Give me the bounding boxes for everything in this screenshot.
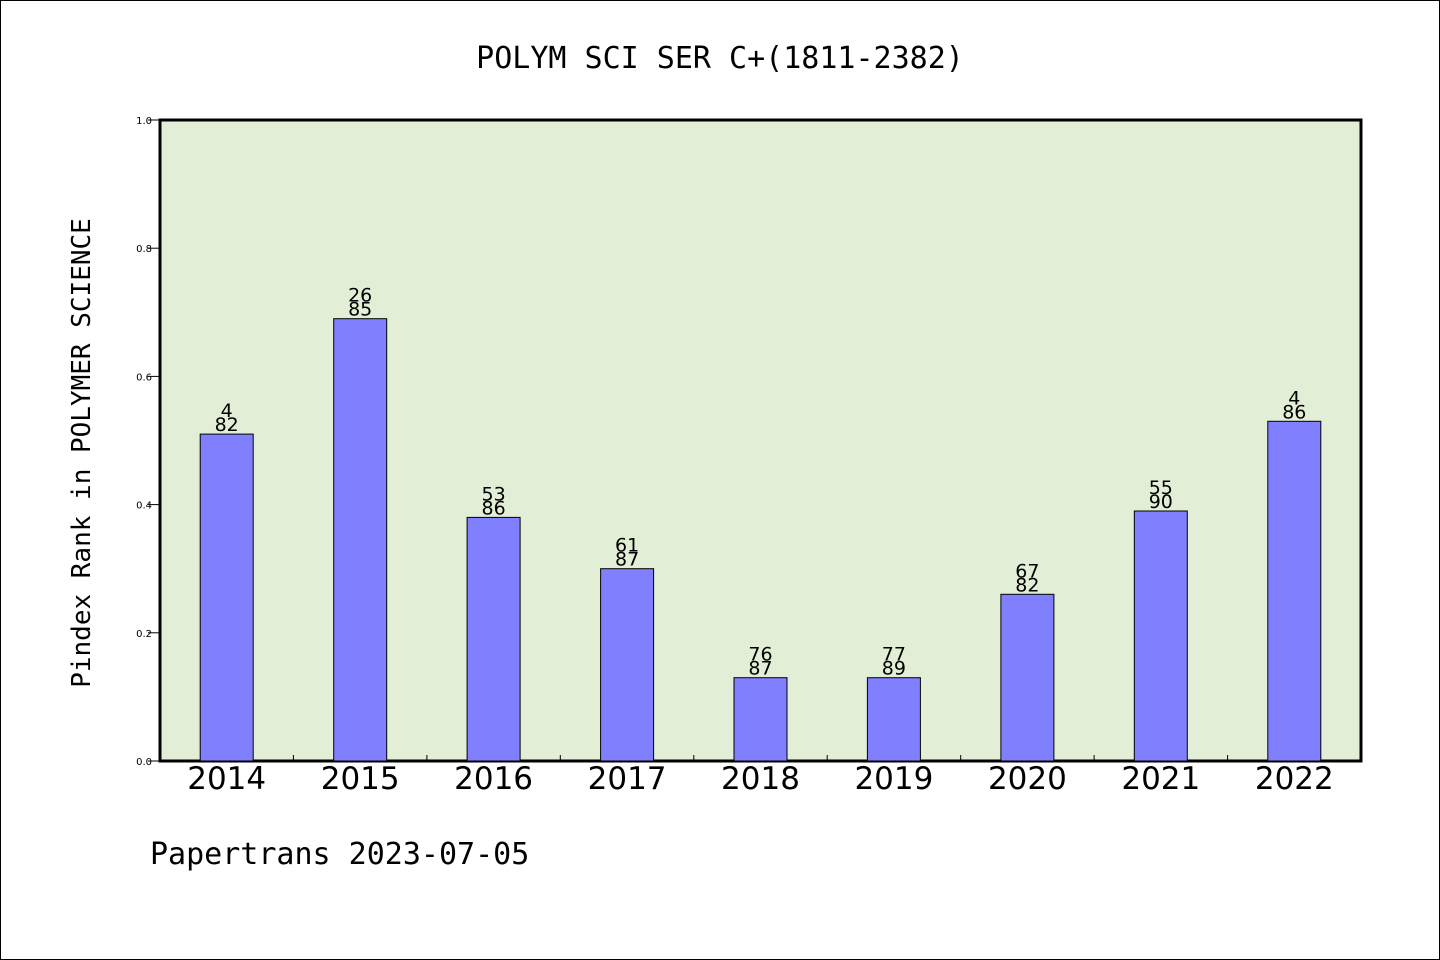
footer-source: Papertrans 2023-07-05 [150,837,529,872]
bar-label-total: 87 [748,658,772,680]
y-tick-label: 1.0 [136,116,152,127]
x-tick-label: 2014 [187,761,266,797]
x-tick-label: 2021 [1121,761,1200,797]
x-tick-label: 2019 [854,761,933,797]
bar [1267,420,1322,762]
bar [199,433,254,762]
y-tick-label: 0.8 [136,244,152,255]
chart-title: POLYM SCI SER C+(1811-2382) [476,41,964,76]
y-tick-label: 0.6 [136,372,152,383]
bar [1000,593,1055,762]
y-tick-label: 0.0 [136,757,152,768]
bar-label-total: 82 [215,414,239,436]
x-tick-label: 2017 [588,761,667,797]
bar-label-total: 87 [615,549,639,571]
bar-label-rank: 61 [615,535,639,557]
bar-label-rank: 26 [348,285,372,307]
x-tick-label: 2016 [454,761,533,797]
bar-label-rank: 4 [1288,387,1300,409]
x-tick-label: 2018 [721,761,800,797]
x-axis: 2014 2015 2016 2017 2018 2019 2020 2021 2022 [187,755,1334,797]
x-tick-label: 2020 [988,761,1067,797]
bar-label-rank: 53 [482,483,506,505]
y-tick-label: 0.4 [136,501,152,512]
bar-label-rank: 67 [1015,560,1039,582]
bar [333,318,388,762]
bar-label-total: 85 [348,299,372,321]
bar-label-total: 82 [1015,574,1039,596]
x-tick-label: 2015 [321,761,400,797]
bar-label-total: 86 [1282,401,1306,423]
bar-label-rank: 76 [748,644,772,666]
y-axis-label: Pindex Rank in POLYMER SCIENCE [67,218,97,688]
x-tick-label: 2022 [1255,761,1334,797]
y-tick-label: 0.2 [136,629,152,640]
bar [466,516,521,762]
bar-label-rank: 4 [221,400,233,422]
y-axis: 0.0 0.2 0.4 0.6 0.8 1.0 [136,116,160,768]
bar-label-rank: 55 [1149,477,1173,499]
bar [600,568,655,762]
bar-label-total: 89 [882,658,906,680]
bar-label-rank: 77 [882,644,906,666]
bar-label-total: 90 [1149,491,1173,513]
bar [1133,510,1188,762]
bar-label-total: 86 [482,497,506,519]
bar [733,677,788,762]
bar [866,677,921,762]
